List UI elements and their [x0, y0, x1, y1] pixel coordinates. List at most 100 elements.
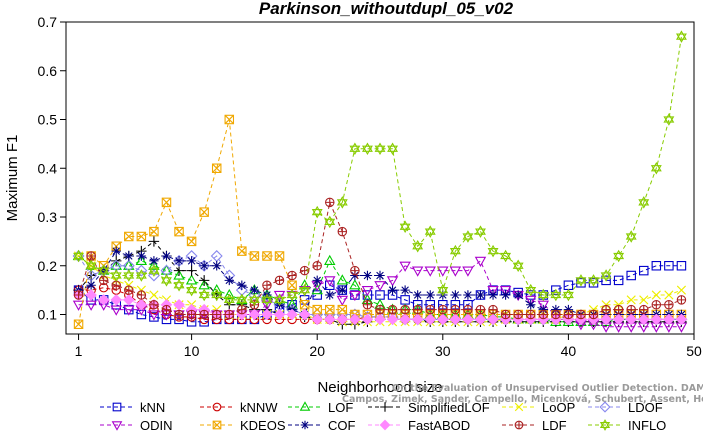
x-axis: 1 10 20 30 40 50 [75, 334, 702, 359]
legend-entry-loop: LoOP [502, 400, 575, 415]
data-point [248, 308, 261, 321]
data-point [149, 312, 159, 322]
data-point [675, 313, 688, 326]
data-point [174, 309, 184, 320]
data-point [551, 285, 561, 295]
data-point [374, 142, 386, 156]
data-point [324, 254, 336, 266]
data-point [86, 280, 96, 290]
data-point [664, 290, 674, 300]
data-point [110, 294, 123, 306]
watermark: On the Evaluation of Unsupervised Outlie… [342, 383, 703, 405]
legend-entry-ldf: LDF [502, 418, 567, 433]
data-point [299, 299, 310, 310]
legend-entry-knn: kNN [100, 400, 165, 415]
data-point [488, 290, 498, 300]
data-point [135, 264, 148, 277]
data-point [311, 205, 323, 219]
data-point [424, 266, 436, 277]
legend: kNN kNNW LOF SimplifiedLOF LoOP LDOF ODIN KDEOS… [100, 400, 666, 433]
series-inflo [73, 30, 687, 307]
data-point [136, 251, 147, 261]
data-point [475, 304, 486, 315]
data-point [637, 313, 650, 326]
x-tick-label: 10 [184, 343, 200, 359]
data-point [211, 309, 222, 320]
data-point [676, 285, 687, 295]
data-point [663, 313, 675, 326]
data-point [286, 288, 298, 302]
chart-title: Parkinson_withoutdupl_05_v02 [259, 0, 514, 18]
data-point [676, 260, 687, 271]
data-point [85, 259, 97, 273]
data-point [500, 309, 511, 320]
legend-entry-cof: COF [288, 418, 356, 433]
data-point [424, 313, 437, 326]
legend-label: LOF [328, 400, 353, 415]
data-point [639, 295, 649, 305]
data-point [601, 304, 611, 315]
data-point [199, 207, 209, 217]
data-point [299, 295, 310, 305]
data-point [538, 304, 548, 315]
data-point [325, 197, 335, 208]
data-point [349, 142, 361, 156]
data-point [563, 304, 574, 315]
data-point [462, 266, 474, 277]
data-point [450, 304, 461, 315]
data-point [588, 309, 599, 320]
data-point [639, 265, 649, 276]
data-point [651, 260, 662, 271]
legend-label: COF [328, 418, 356, 433]
data-point [400, 285, 410, 295]
legend-label: LDOF [628, 400, 663, 415]
data-point [600, 313, 612, 326]
data-point [97, 294, 110, 306]
data-point [224, 275, 234, 286]
data-point [601, 300, 611, 310]
data-point [526, 300, 536, 310]
data-point [576, 309, 586, 320]
data-point [299, 283, 311, 297]
data-point [161, 197, 172, 208]
legend-entry-knnw: kNNW [200, 400, 278, 415]
data-point [499, 285, 512, 297]
data-point [475, 290, 486, 300]
data-point [425, 290, 435, 300]
data-point [273, 308, 286, 321]
series-fastabod [72, 289, 688, 326]
data-point [149, 256, 159, 266]
data-point [599, 401, 611, 413]
series-kdeos [73, 114, 687, 329]
series-line [78, 119, 682, 325]
data-point [325, 290, 335, 300]
legend-label: kNNW [240, 400, 278, 415]
data-point [337, 285, 348, 295]
data-point [198, 288, 210, 302]
data-point [124, 231, 134, 242]
data-point [513, 309, 523, 320]
data-point [437, 283, 449, 297]
data-point [349, 290, 361, 302]
data-point [462, 230, 474, 243]
legend-entry-ldof: LDOF [588, 400, 663, 415]
data-point [650, 161, 662, 175]
data-point [73, 249, 85, 263]
data-point [136, 290, 147, 300]
data-point [111, 421, 123, 431]
data-point [336, 313, 349, 326]
x-tick-label: 50 [686, 343, 702, 359]
data-point [337, 226, 348, 237]
data-point [475, 225, 486, 238]
data-point [350, 270, 360, 281]
data-point [199, 309, 209, 320]
data-point [149, 226, 159, 237]
legend-label: SimplifiedLOF [408, 400, 490, 415]
data-point [173, 265, 185, 276]
y-tick-label: 0.3 [38, 209, 58, 225]
data-point [236, 293, 248, 307]
legend-entry-kdeos: KDEOS [200, 418, 286, 433]
data-point [212, 420, 222, 430]
legend-entry-lof: LOF [288, 400, 353, 415]
data-point [626, 295, 636, 305]
